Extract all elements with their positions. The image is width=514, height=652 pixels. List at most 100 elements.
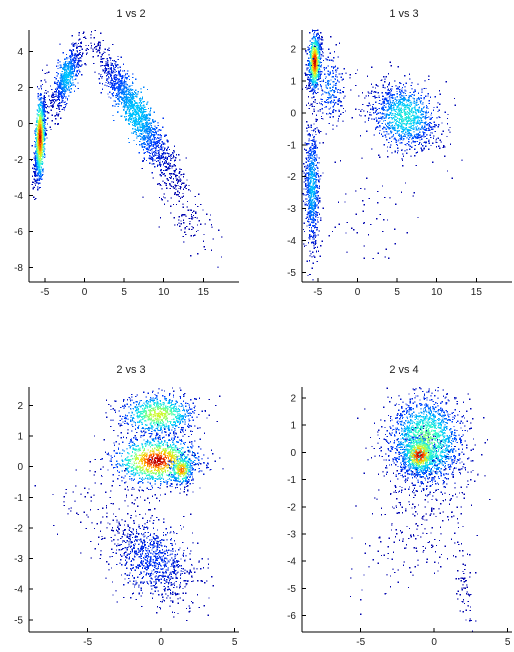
scatter-point <box>90 42 92 45</box>
scatter-point <box>135 112 137 114</box>
scatter-point <box>321 38 323 40</box>
scatter-point <box>306 260 308 262</box>
scatter-point <box>40 162 42 164</box>
scatter-point <box>39 118 41 120</box>
scatter-point <box>43 153 46 155</box>
scatter-point <box>57 67 59 70</box>
scatter-point <box>39 163 41 165</box>
scatter-point <box>128 103 130 105</box>
scatter-point <box>168 155 170 157</box>
scatter-point <box>36 150 38 153</box>
scatter-point <box>309 236 311 238</box>
scatter-point <box>135 121 137 123</box>
scatter-point <box>172 178 175 180</box>
scatter-point <box>61 76 63 78</box>
scatter-point <box>43 105 45 107</box>
scatter-point <box>157 141 159 144</box>
scatter-point <box>148 119 150 122</box>
scatter-point <box>131 106 134 108</box>
scatter-point <box>312 205 314 207</box>
scatter-point <box>33 171 35 174</box>
scatter-point <box>162 164 165 166</box>
scatter-point <box>103 64 105 67</box>
scatter-point <box>49 126 51 128</box>
scatter-point <box>99 41 101 43</box>
scatter-point <box>142 138 144 140</box>
scatter-point <box>124 73 127 75</box>
scatter-point <box>43 101 45 103</box>
scatter-point <box>316 41 318 44</box>
scatter-point <box>188 189 190 191</box>
scatter-point <box>329 90 331 92</box>
scatter-point <box>308 165 310 168</box>
scatter-point <box>36 154 38 156</box>
scatter-point <box>328 94 330 96</box>
scatter-point <box>112 92 115 94</box>
scatter-point <box>312 169 314 171</box>
scatter-point <box>120 75 122 77</box>
scatter-point <box>41 154 43 156</box>
scatter-point <box>320 98 322 100</box>
scatter-point <box>38 119 40 121</box>
scatter-point <box>41 104 43 107</box>
scatter-point <box>65 74 67 76</box>
scatter-point <box>133 139 135 142</box>
scatter-point <box>131 92 134 94</box>
scatter-point <box>311 73 313 75</box>
scatter-point <box>61 70 63 73</box>
scatter-point <box>170 177 172 179</box>
scatter-point <box>314 38 317 40</box>
scatter-point <box>77 82 79 84</box>
scatter-point <box>139 129 141 131</box>
scatter-point <box>316 82 318 85</box>
scatter-point <box>319 142 321 144</box>
scatter-point <box>314 30 316 32</box>
x-tick-label: 0 <box>82 287 88 298</box>
scatter-point <box>44 79 46 81</box>
scatter-point <box>318 45 321 47</box>
scatter-point <box>317 206 319 208</box>
scatter-point <box>133 91 136 93</box>
scatter-point <box>130 116 132 118</box>
scatter-point <box>119 69 122 71</box>
scatter-point <box>309 79 311 81</box>
scatter-point <box>312 144 314 146</box>
scatter-point <box>160 146 162 149</box>
scatter-point <box>169 172 171 175</box>
scatter-point <box>43 106 45 108</box>
scatter-point <box>64 73 66 75</box>
scatter-point <box>70 75 72 78</box>
scatter-point <box>148 139 150 141</box>
scatter-point <box>121 85 123 87</box>
scatter-point <box>308 62 311 64</box>
scatter-point <box>54 115 56 117</box>
scatter-point <box>314 41 316 44</box>
scatter-point <box>138 118 140 120</box>
scatter-point <box>41 128 43 130</box>
scatter-point <box>143 130 145 132</box>
scatter-point <box>134 100 136 102</box>
scatter-point <box>158 226 160 228</box>
scatter-point <box>319 178 321 180</box>
scatter-point <box>132 112 134 114</box>
scatter-point <box>144 126 146 128</box>
scatter-point <box>98 73 100 75</box>
scatter-point <box>61 95 63 97</box>
scatter-point <box>63 62 65 64</box>
scatter-point <box>144 130 146 133</box>
scatter-point <box>147 125 149 128</box>
scatter-point <box>137 105 139 107</box>
scatter-point <box>42 114 44 116</box>
scatter-point <box>40 149 43 152</box>
scatter-point <box>318 132 321 134</box>
scatter-point <box>162 117 164 119</box>
scatter-point <box>314 232 316 234</box>
scatter-point <box>316 192 318 194</box>
scatter-point <box>50 128 52 131</box>
scatter-point <box>153 153 156 155</box>
scatter-point <box>317 59 319 61</box>
scatter-point <box>138 116 140 118</box>
scatter-point <box>315 46 317 48</box>
scatter-point <box>308 85 310 87</box>
scatter-point <box>170 185 172 187</box>
